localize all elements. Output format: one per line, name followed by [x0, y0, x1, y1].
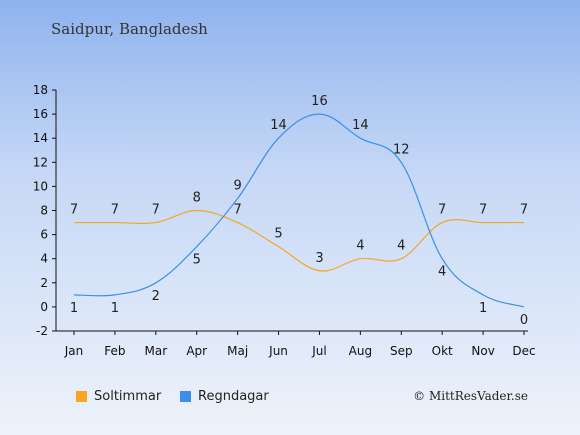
legend-label-sun: Soltimmar	[94, 389, 162, 404]
data-label-rain: 0	[520, 313, 528, 328]
data-label-sun: 7	[479, 203, 487, 218]
data-label-rain: 14	[270, 118, 287, 133]
data-label-rain: 2	[152, 289, 160, 304]
data-label-rain: 1	[70, 301, 78, 316]
data-label-sun: 7	[70, 203, 78, 218]
x-tick-label: Okt	[432, 344, 453, 358]
data-label-sun: 7	[152, 203, 160, 218]
x-tick-label: Jan	[64, 344, 84, 358]
y-tick-label: 18	[33, 83, 48, 97]
x-tick-label: Jul	[311, 344, 326, 358]
x-tick-label: Maj	[227, 344, 248, 358]
legend-swatch-sun	[76, 391, 87, 402]
y-tick-label: -2	[36, 324, 48, 338]
x-tick-label: Dec	[512, 344, 535, 358]
series-line-rain	[73, 113, 525, 308]
data-label-sun: 3	[315, 251, 323, 266]
data-label-rain: 9	[233, 178, 241, 193]
x-tick-label: Mar	[144, 344, 167, 358]
data-label-sun: 8	[193, 191, 201, 206]
y-tick-label: 0	[40, 300, 48, 314]
x-tick-label: Apr	[186, 344, 207, 358]
series-line-sun	[73, 209, 524, 272]
x-tick-label: Jun	[268, 344, 288, 358]
chart-title: Saidpur, Bangladesh	[51, 20, 208, 38]
y-tick-label: 16	[33, 107, 48, 121]
y-tick-label: 8	[40, 204, 48, 218]
data-label-rain: 4	[438, 265, 446, 280]
data-label-rain: 1	[479, 301, 487, 316]
x-tick-label: Aug	[349, 344, 372, 358]
y-tick-label: 12	[33, 155, 48, 169]
x-tick-label: Sep	[390, 344, 413, 358]
data-label-sun: 7	[438, 203, 446, 218]
data-label-rain: 5	[193, 253, 201, 268]
data-label-rain: 16	[311, 94, 328, 109]
data-label-sun: 5	[274, 227, 282, 242]
y-tick-label: 6	[40, 228, 48, 242]
data-label-sun: 7	[111, 203, 119, 218]
legend-swatch-rain	[180, 391, 191, 402]
legend-label-rain: Regndagar	[198, 389, 269, 404]
x-tick-label: Feb	[104, 344, 125, 358]
data-label-rain: 1	[111, 301, 119, 316]
y-tick-label: 14	[33, 131, 48, 145]
legend-item-sun: Soltimmar	[76, 389, 161, 404]
copyright-link[interactable]: © MittResVader.se	[413, 389, 528, 403]
y-tick-label: 4	[40, 252, 48, 266]
data-label-sun: 4	[397, 239, 405, 254]
data-label-rain: 12	[393, 142, 410, 157]
legend-item-rain: Regndagar	[180, 389, 269, 404]
data-label-sun: 4	[356, 239, 364, 254]
y-tick-label: 2	[40, 276, 48, 290]
x-tick-label: Nov	[471, 344, 494, 358]
data-label-sun: 7	[520, 203, 528, 218]
data-label-rain: 14	[352, 118, 369, 133]
data-label-sun: 7	[233, 203, 241, 218]
y-tick-label: 10	[33, 179, 48, 193]
